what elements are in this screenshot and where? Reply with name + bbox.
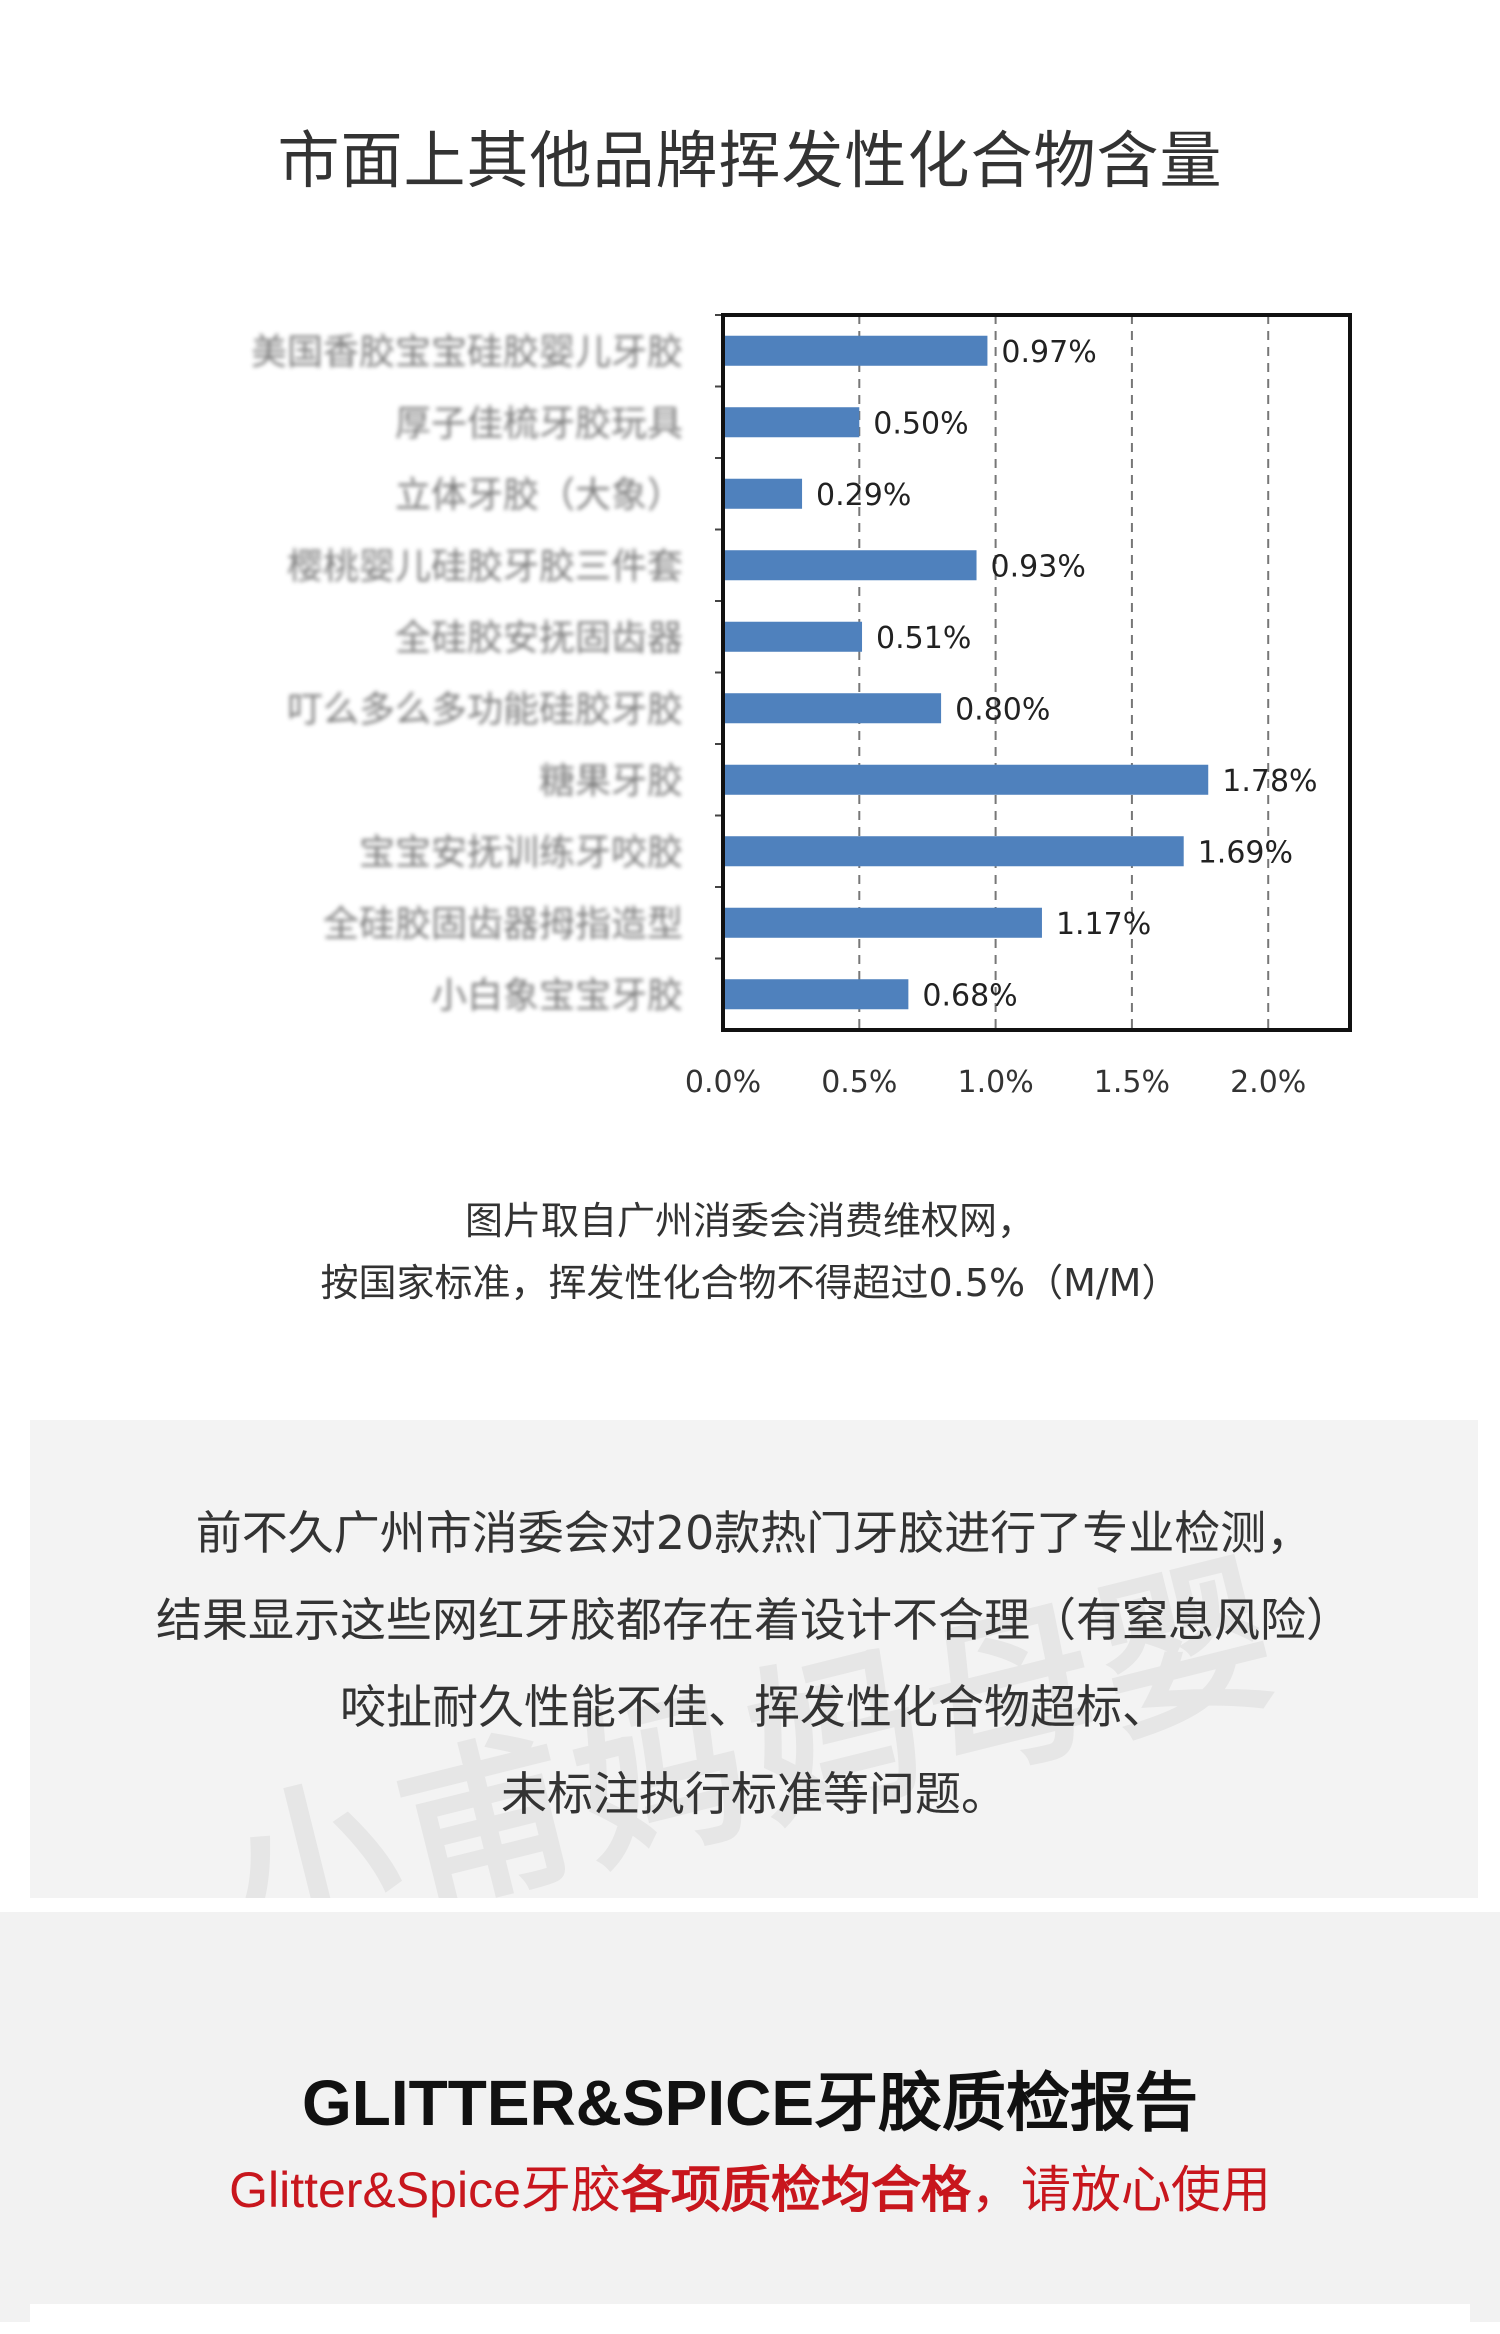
category-label: 厚子佳梳牙胶玩具 [395, 403, 683, 444]
x-tick-label: 2.0% [1230, 1065, 1306, 1100]
plot-frame [721, 313, 1352, 1032]
caption-line-2: 按国家标准，挥发性化合物不得超过0.5%（M/M） [320, 1261, 1180, 1305]
bar-value-label: 1.69% [1198, 835, 1293, 870]
bar [723, 979, 909, 1010]
report-subtitle: Glitter&Spice牙胶各项质检均合格，请放心使用 [0, 2150, 1500, 2222]
bar [723, 764, 1209, 795]
x-tick-label: 1.0% [957, 1065, 1033, 1100]
report-subtitle-brand: Glitter&Spice牙胶 [229, 2162, 621, 2218]
bar-value-label: 0.68% [922, 978, 1017, 1013]
notice-text: 前不久广州市消委会对20款热门牙胶进行了专业检测， 结果显示这些网红牙胶都存在着… [30, 1490, 1478, 1838]
bar [723, 693, 942, 724]
bar [723, 407, 860, 438]
bar [723, 335, 988, 366]
notice-line-2: 结果显示这些网红牙胶都存在着设计不合理（有窒息风险） [156, 1593, 1352, 1647]
bar-value-label: 0.80% [955, 692, 1050, 727]
bar-value-label: 0.50% [873, 406, 968, 441]
category-label: 叮么多么多功能硅胶牙胶 [287, 689, 683, 730]
report-section: GLITTER&SPICE牙胶质检报告 Glitter&Spice牙胶各项质检均… [0, 1912, 1500, 2334]
bar-value-label: 0.51% [876, 621, 971, 656]
notice-line-4: 未标注执行标准等问题。 [501, 1767, 1007, 1821]
x-tick-label: 0.0% [685, 1065, 761, 1100]
notice-line-3: 咬扯耐久性能不佳、挥发性化合物超标、 [340, 1680, 1168, 1734]
report-title: GLITTER&SPICE牙胶质检报告 [301, 2067, 1199, 2139]
bar [723, 621, 863, 652]
bar-value-label: 0.97% [1001, 335, 1096, 370]
bar [723, 907, 1042, 938]
bar [723, 836, 1184, 867]
notice-line-1: 前不久广州市消委会对20款热门牙胶进行了专业检测， [195, 1506, 1313, 1560]
category-label: 宝宝安抚训练牙咬胶 [359, 832, 683, 873]
x-tick-label: 1.5% [1094, 1065, 1170, 1100]
report-subtitle-highlight: 各项质检均合格 [620, 2162, 971, 2218]
category-label: 樱桃婴儿硅胶牙胶三件套 [287, 546, 683, 587]
bar-value-label: 1.17% [1056, 907, 1151, 942]
bar [723, 550, 977, 581]
chart-caption: 图片取自广州消委会消费维权网， 按国家标准，挥发性化合物不得超过0.5%（M/M… [0, 1190, 1500, 1314]
notice-panel: 小甫妈妈母婴 前不久广州市消委会对20款热门牙胶进行了专业检测， 结果显示这些网… [30, 1420, 1478, 1898]
bar-value-label: 0.29% [816, 478, 911, 513]
caption-line-1: 图片取自广州消委会消费维权网， [464, 1199, 1035, 1243]
category-label: 全硅胶安抚固齿器 [395, 618, 683, 659]
category-label: 美国香胶宝宝硅胶婴儿牙胶 [251, 332, 683, 373]
bar-chart: 0.97% 美国香胶宝宝硅胶婴儿牙胶 0.50% 厚子佳梳牙胶玩具 0.29% 立体牙胶（… [251, 313, 1352, 1100]
content-card-top [30, 2304, 1470, 2334]
category-label: 全硅胶固齿器拇指造型 [323, 904, 683, 945]
page-title: 市面上其他品牌挥发性化合物含量 [277, 124, 1223, 197]
category-label: 小白象宝宝牙胶 [431, 975, 683, 1016]
bar-value-label: 1.78% [1222, 764, 1317, 799]
report-subtitle-tail: ，请放心使用 [970, 2162, 1271, 2218]
category-label: 立体牙胶（大象） [395, 475, 683, 516]
bar-value-label: 0.93% [991, 549, 1086, 584]
bar [723, 478, 803, 509]
category-label: 糖果牙胶 [539, 761, 683, 802]
x-tick-label: 0.5% [821, 1065, 897, 1100]
